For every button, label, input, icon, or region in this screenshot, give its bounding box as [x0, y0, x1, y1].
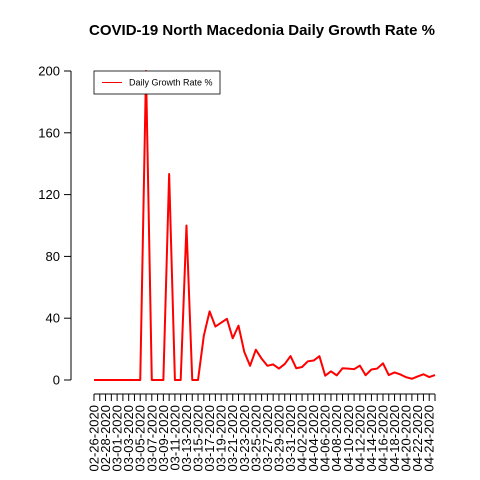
x-tick-label: 04-10-2020 — [341, 405, 356, 472]
x-tick-label: 04-18-2020 — [387, 405, 402, 472]
y-tick-label: 200 — [38, 64, 60, 79]
series-line — [94, 70, 436, 381]
y-tick-label: 120 — [38, 187, 60, 202]
x-tick-label: 04-12-2020 — [352, 405, 367, 472]
legend-label: Daily Growth Rate % — [129, 78, 213, 88]
x-tick-label: 02-28-2020 — [98, 405, 113, 472]
x-tick-label: 03-15-2020 — [191, 405, 206, 472]
x-tick-label: 04-08-2020 — [329, 405, 344, 472]
x-tick-label: 03-31-2020 — [283, 405, 298, 472]
x-tick-label: 03-05-2020 — [133, 405, 148, 472]
x-tick-label: 03-03-2020 — [121, 405, 136, 472]
chart-title: COVID-19 North Macedonia Daily Growth Ra… — [89, 22, 435, 39]
x-tick-label: 04-16-2020 — [375, 405, 390, 472]
x-tick-label: 03-17-2020 — [202, 405, 217, 472]
x-tick-label: 02-26-2020 — [87, 405, 102, 472]
x-tick-label: 03-07-2020 — [144, 405, 159, 472]
y-tick-label: 80 — [46, 249, 60, 264]
legend: Daily Growth Rate % — [93, 70, 221, 95]
x-tick-label: 03-11-2020 — [167, 405, 182, 471]
x-tick-label: 03-27-2020 — [260, 405, 275, 472]
x-tick-label: 04-14-2020 — [364, 405, 379, 472]
x-tick-label: 03-13-2020 — [179, 405, 194, 472]
x-tick-label: 04-20-2020 — [399, 405, 414, 472]
y-tick-label: 0 — [53, 373, 60, 388]
x-tick-label: 03-29-2020 — [271, 405, 286, 472]
x-tick-label: 03-23-2020 — [237, 405, 252, 472]
x-tick-label: 03-25-2020 — [248, 405, 263, 472]
x-tick-label: 04-22-2020 — [410, 405, 425, 472]
x-tick-label: 03-09-2020 — [156, 405, 171, 472]
x-tick-label: 04-06-2020 — [318, 405, 333, 472]
x-tick-label: 04-24-2020 — [422, 405, 437, 472]
x-tick-label: 03-21-2020 — [225, 405, 240, 472]
series-layer — [94, 70, 436, 381]
y-tick-label: 40 — [46, 311, 60, 326]
x-tick-label: 04-04-2020 — [306, 405, 321, 472]
legend-box — [93, 70, 221, 95]
x-axis: 02-26-202002-28-202003-01-202003-03-2020… — [87, 393, 437, 472]
x-tick-label: 03-19-2020 — [214, 405, 229, 472]
x-tick-label: 04-02-2020 — [295, 405, 310, 472]
x-tick-label: 03-01-2020 — [110, 405, 125, 472]
y-tick-label: 160 — [38, 125, 60, 140]
y-axis: 0 40 80 120 160 200 — [38, 64, 72, 388]
